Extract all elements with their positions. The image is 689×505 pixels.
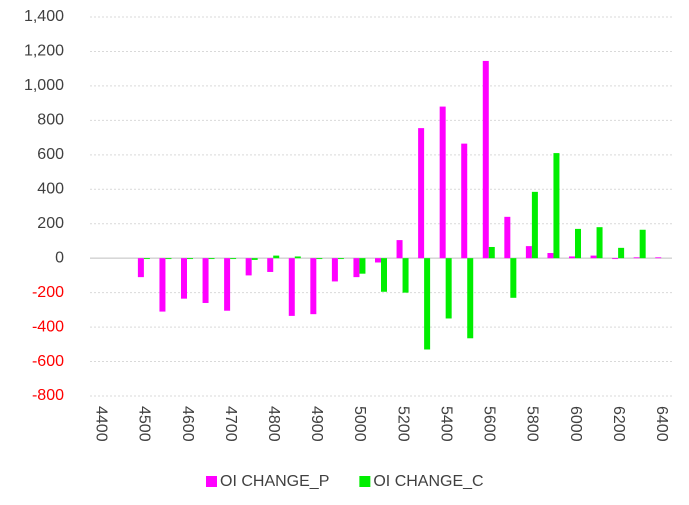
bar (596, 227, 603, 259)
bar (553, 153, 560, 259)
bar (310, 258, 317, 315)
x-tick-label: 5600 (481, 406, 498, 442)
bar (375, 258, 381, 263)
x-tick-label: 6000 (567, 406, 584, 442)
bar (396, 240, 403, 259)
bar (353, 258, 360, 278)
bar (181, 258, 187, 299)
bar (510, 258, 517, 298)
bar (461, 143, 468, 259)
bar (245, 258, 252, 276)
legend-label: OI CHANGE_C (373, 473, 483, 490)
y-tick-label: 400 (37, 180, 64, 197)
bar (331, 258, 338, 282)
bar (467, 258, 474, 339)
y-tick-label: -800 (32, 387, 64, 404)
bar (633, 257, 640, 259)
y-tick-label: -600 (32, 353, 64, 370)
bar (273, 255, 280, 259)
bar (137, 258, 144, 278)
bar (639, 229, 646, 259)
bar (159, 258, 166, 312)
bar (224, 258, 231, 311)
bar (337, 258, 344, 260)
x-tick-label: 4800 (265, 406, 282, 442)
bar (402, 258, 409, 293)
bar (143, 258, 150, 260)
bar (267, 258, 274, 272)
y-tick-label: 600 (37, 146, 64, 163)
y-tick-label: -200 (32, 284, 64, 301)
y-tick-label: -400 (32, 318, 64, 335)
bar (165, 258, 172, 260)
x-tick-label: 5000 (351, 406, 368, 442)
bar (208, 258, 215, 260)
bar (439, 106, 446, 259)
bar (569, 256, 575, 259)
y-tick-label: 1,200 (24, 43, 64, 60)
y-tick-label: 1,400 (24, 8, 64, 25)
bar (230, 258, 237, 260)
bar (316, 258, 323, 260)
x-tick-label: 5200 (394, 406, 411, 442)
legend-swatch (359, 476, 371, 487)
bar (547, 253, 554, 259)
x-tick-label: 5400 (437, 406, 454, 442)
bar (618, 247, 625, 259)
x-tick-label: 4900 (308, 406, 325, 442)
bar (504, 216, 511, 259)
bar (294, 256, 301, 259)
y-tick-label: 800 (37, 112, 64, 129)
bar (418, 128, 425, 259)
y-tick-label: 1,000 (24, 77, 64, 94)
bar (575, 228, 581, 259)
bar (531, 191, 538, 259)
bar (525, 246, 532, 259)
bar (424, 258, 431, 350)
x-tick-label: 4400 (93, 406, 110, 442)
x-tick-label: 5800 (524, 406, 541, 442)
x-tick-label: 4700 (222, 406, 239, 442)
bar (612, 258, 619, 260)
legend-label: OI CHANGE_P (220, 473, 329, 490)
y-tick-label: 200 (37, 215, 64, 232)
y-tick-label: 0 (55, 249, 64, 266)
bar (482, 60, 489, 259)
bar (288, 258, 295, 316)
bar (202, 258, 209, 303)
bar (488, 246, 495, 259)
x-tick-label: 6200 (610, 406, 627, 442)
bar (187, 258, 193, 260)
bar (251, 258, 258, 260)
bar (590, 255, 597, 259)
bar (655, 257, 662, 259)
bar (445, 258, 452, 319)
x-tick-label: 4600 (179, 406, 196, 442)
x-tick-label: 4500 (136, 406, 153, 442)
bar (381, 258, 387, 292)
x-tick-label: 6400 (653, 406, 670, 442)
bar (359, 258, 366, 274)
legend-swatch (206, 476, 217, 487)
